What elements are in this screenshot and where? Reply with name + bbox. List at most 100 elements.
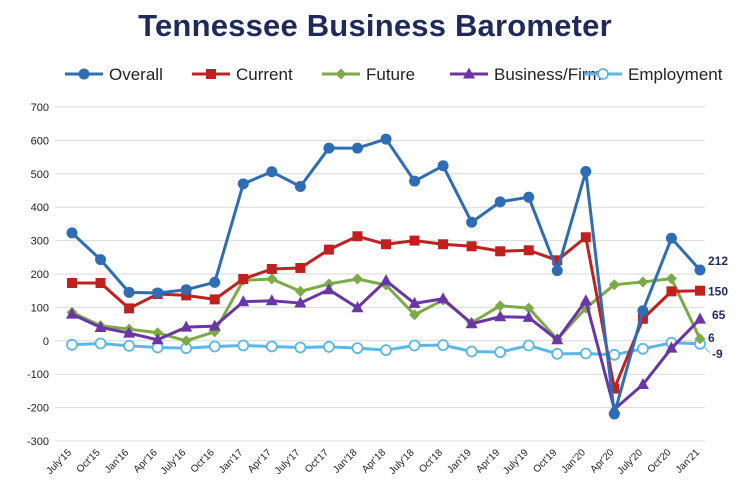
data-point [552, 255, 563, 266]
series-current [67, 231, 705, 394]
data-point [438, 239, 449, 250]
data-point [266, 273, 278, 285]
end-label-business-firm: 65 [712, 308, 726, 322]
data-point [409, 175, 421, 187]
data-point [551, 265, 563, 277]
data-point [206, 69, 216, 79]
data-point [78, 68, 90, 80]
data-point [323, 244, 334, 255]
end-labels: 212 150 6 65 -9 [703, 254, 728, 361]
data-point [208, 319, 221, 331]
data-point [694, 312, 706, 324]
x-tick-label: Oct'16 [189, 447, 217, 475]
data-point [408, 296, 421, 308]
chart-title: Tennessee Business Barometer [138, 8, 612, 43]
x-tick-label: July'18 [387, 447, 417, 477]
data-point [609, 383, 620, 394]
x-tick-label: Oct'17 [303, 447, 331, 475]
data-point [523, 245, 534, 256]
x-tick-label: Jan'18 [331, 447, 360, 476]
data-point [380, 274, 392, 286]
data-point [266, 263, 277, 274]
end-label-employment: -9 [712, 347, 723, 361]
data-point [209, 276, 221, 288]
data-point [437, 339, 449, 352]
data-point [94, 337, 107, 350]
series-overall [66, 133, 706, 420]
y-tick-label: 600 [31, 135, 49, 147]
data-point [67, 278, 77, 289]
legend: Overall Current Future Business/Firm Employm… [65, 65, 723, 84]
data-point [695, 285, 705, 296]
data-point [409, 309, 421, 321]
data-point [580, 232, 591, 243]
data-point [463, 67, 475, 79]
y-tick-label: 0 [43, 336, 49, 348]
data-point [408, 339, 421, 352]
y-tick-label: 100 [31, 302, 49, 314]
data-point [351, 142, 363, 154]
data-point [66, 227, 78, 239]
series-employment [66, 336, 706, 361]
end-label-current: 150 [708, 285, 728, 299]
data-point [123, 326, 136, 338]
data-point [294, 341, 307, 354]
data-point [294, 180, 306, 192]
data-point [579, 294, 592, 306]
data-point [608, 348, 621, 361]
x-tick-label: Apr'16 [132, 447, 160, 475]
x-tick-label: Oct'15 [75, 447, 103, 475]
series-layer [66, 133, 706, 420]
y-tick-label: 200 [31, 269, 49, 281]
x-tick-label: Jan'19 [445, 447, 474, 476]
data-point [381, 239, 391, 250]
data-point [437, 292, 450, 304]
data-point [323, 142, 335, 154]
data-point [265, 294, 278, 306]
data-point [66, 307, 78, 319]
data-point [266, 166, 278, 178]
data-point [294, 296, 307, 308]
x-tick-label: Jan'20 [560, 447, 589, 476]
legend-label: Overall [109, 65, 163, 84]
data-point [637, 276, 649, 288]
y-tick-label: -200 [27, 403, 49, 415]
y-axis: -300 -200 -100 0 100 200 300 400 500 600 700 [27, 102, 49, 448]
y-tick-label: 700 [31, 102, 49, 114]
legend-item-employment: Employment [584, 65, 723, 84]
y-tick-label: 300 [31, 236, 49, 248]
x-tick-label: Oct'19 [531, 447, 559, 475]
x-tick-label: July'20 [615, 447, 645, 477]
data-point [523, 302, 535, 314]
data-point [523, 191, 535, 203]
data-point [466, 241, 477, 252]
leader-line [703, 346, 711, 354]
data-point [95, 254, 107, 266]
data-point [351, 273, 363, 285]
x-tick-label: Apr'18 [360, 447, 388, 475]
data-point [494, 196, 506, 208]
data-point [124, 303, 135, 314]
y-tick-label: 400 [31, 202, 49, 214]
x-tick-label: Jan'21 [674, 447, 703, 476]
data-point [495, 246, 506, 257]
x-tick-label: Jan'16 [103, 447, 132, 476]
legend-item-future: Future [322, 65, 415, 84]
data-point [409, 235, 420, 246]
end-label-future: 6 [708, 331, 715, 345]
data-point [579, 347, 592, 360]
data-point [295, 262, 306, 273]
legend-item-overall: Overall [65, 65, 163, 84]
data-point [237, 178, 249, 190]
end-label-overall: 212 [708, 254, 728, 268]
x-tick-label: July'17 [273, 447, 303, 477]
x-tick-label: July'15 [45, 447, 75, 477]
data-point [352, 231, 363, 242]
legend-label: Current [236, 65, 293, 84]
data-point [209, 294, 220, 305]
data-point [152, 327, 164, 339]
data-point [123, 286, 135, 298]
data-point [637, 305, 649, 317]
data-point [597, 68, 609, 80]
